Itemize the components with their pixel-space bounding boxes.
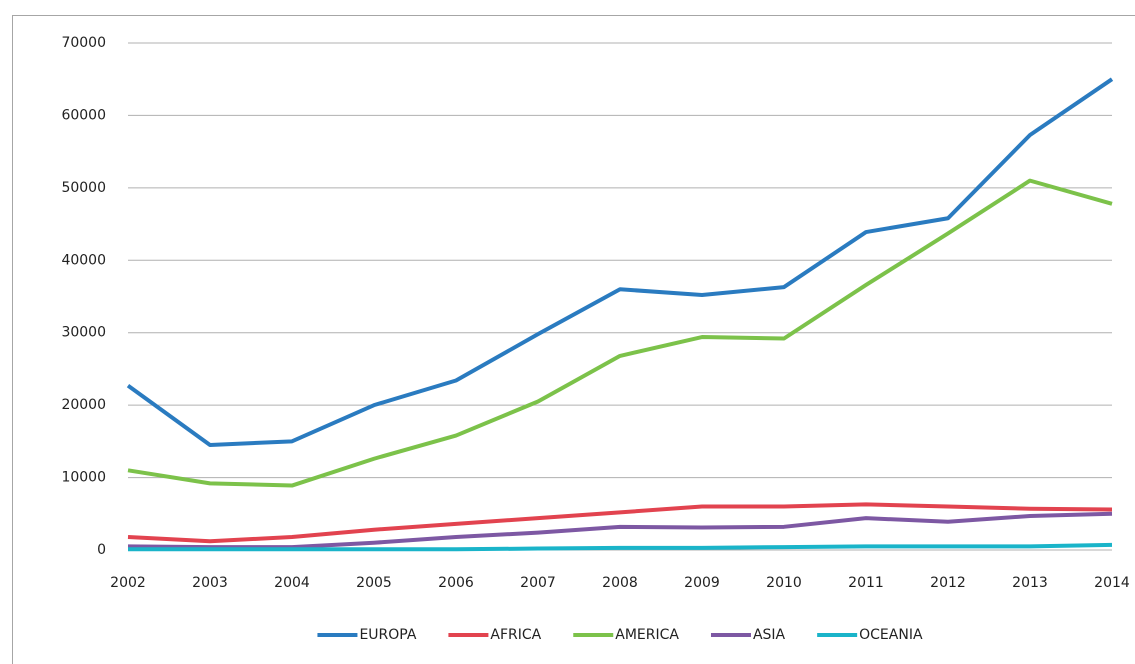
legend-label: ASIA xyxy=(753,627,786,643)
x-tick-label: 2011 xyxy=(848,575,884,591)
series-line xyxy=(127,511,1113,550)
x-tick-label: 2004 xyxy=(274,575,310,591)
y-tick-label: 20000 xyxy=(61,397,106,413)
x-tick-label: 2014 xyxy=(1094,575,1130,591)
x-tick-label: 2002 xyxy=(110,575,146,591)
legend-label: EUROPA xyxy=(359,627,416,643)
x-tick-label: 2008 xyxy=(602,575,638,591)
y-tick-label: 10000 xyxy=(61,470,106,486)
legend-label: OCEANIA xyxy=(859,627,923,643)
y-tick-label: 0 xyxy=(97,542,106,558)
x-tick-label: 2010 xyxy=(766,575,802,591)
x-tick-label: 2013 xyxy=(1012,575,1048,591)
series-line xyxy=(127,502,1113,544)
x-tick-label: 2009 xyxy=(684,575,720,591)
chart-frame xyxy=(12,15,1135,664)
x-tick-label: 2007 xyxy=(520,575,556,591)
x-tick-label: 2012 xyxy=(930,575,966,591)
x-tick-label: 2003 xyxy=(192,575,228,591)
y-tick-label: 50000 xyxy=(61,180,106,196)
y-tick-label: 40000 xyxy=(61,252,106,268)
x-tick-label: 2006 xyxy=(438,575,474,591)
y-tick-label: 60000 xyxy=(61,107,106,123)
y-tick-label: 30000 xyxy=(61,325,106,341)
legend-label: AMERICA xyxy=(615,627,679,643)
y-tick-label: 70000 xyxy=(61,35,106,51)
series-line xyxy=(128,542,1113,552)
x-tick-label: 2005 xyxy=(356,575,392,591)
series-line xyxy=(126,77,1114,447)
series-line xyxy=(127,178,1113,488)
legend-label: AFRICA xyxy=(490,627,541,643)
